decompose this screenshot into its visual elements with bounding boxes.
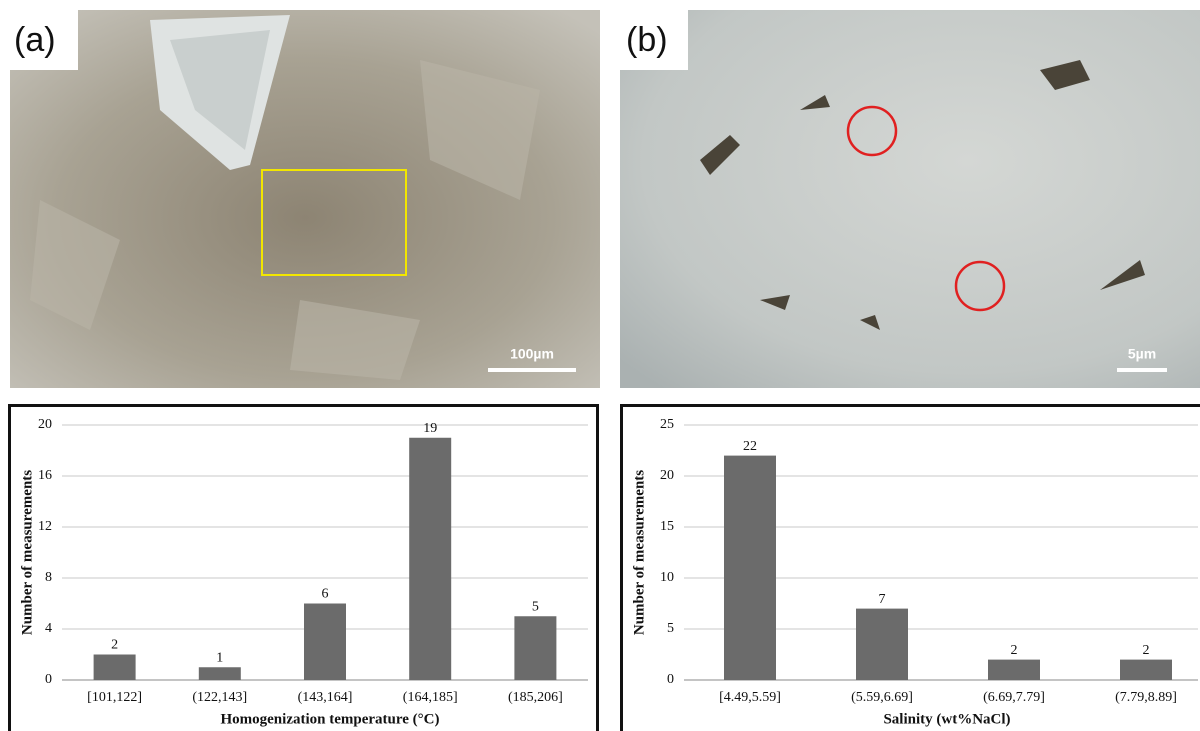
y-tick-label: 0 xyxy=(45,672,52,687)
micrograph-a: (a) 100µm xyxy=(10,10,600,388)
y-tick-label: 20 xyxy=(660,468,674,483)
x-tick-label: (164,185] xyxy=(403,690,458,705)
bar xyxy=(724,456,776,680)
y-tick-label: 0 xyxy=(667,672,674,687)
bar xyxy=(856,609,908,680)
panel-label: (a) xyxy=(14,21,56,59)
bar xyxy=(94,655,136,681)
data-label: 2 xyxy=(111,638,118,653)
bar xyxy=(304,604,346,681)
chart-frame xyxy=(10,406,598,731)
data-label: 22 xyxy=(743,439,757,454)
y-tick-label: 16 xyxy=(38,468,52,483)
bar xyxy=(199,667,241,680)
y-tick-label: 15 xyxy=(660,519,674,534)
y-tick-label: 8 xyxy=(45,570,52,585)
bar xyxy=(1120,660,1172,680)
data-label: 2 xyxy=(1011,643,1018,658)
scale-bar-label: 100µm xyxy=(510,346,554,362)
x-tick-label: (5.59,6.69] xyxy=(851,690,913,705)
panel-label: (b) xyxy=(626,21,668,59)
y-tick-label: 20 xyxy=(38,417,52,432)
data-label: 7 xyxy=(879,592,886,607)
bar xyxy=(409,438,451,680)
x-axis-label: Salinity (wt%NaCl) xyxy=(883,711,1010,727)
scale-bar-label: 5µm xyxy=(1128,346,1156,362)
y-axis-label: Number of measurements xyxy=(19,470,35,635)
x-tick-label: [101,122] xyxy=(87,690,142,705)
y-tick-label: 4 xyxy=(45,621,52,636)
data-label: 5 xyxy=(532,599,539,614)
x-tick-label: (122,143] xyxy=(192,690,247,705)
figure: (a) 100µm (b) 5µm 048121620[101,122]2(12… xyxy=(0,0,1200,731)
x-tick-label: (7.79,8.89] xyxy=(1115,690,1177,705)
micrograph-b: (b) 5µm xyxy=(620,10,1200,388)
data-label: 6 xyxy=(322,587,329,602)
data-label: 19 xyxy=(423,421,437,436)
x-tick-label: (6.69,7.79] xyxy=(983,690,1045,705)
x-axis-label: Homogenization temperature (°C) xyxy=(220,711,439,727)
data-label: 1 xyxy=(216,650,223,665)
data-label: 2 xyxy=(1143,643,1150,658)
x-tick-label: (185,206] xyxy=(508,690,563,705)
y-tick-label: 12 xyxy=(38,519,52,534)
bar xyxy=(514,616,556,680)
x-tick-label: (143,164] xyxy=(298,690,353,705)
y-axis-label: Number of measurements xyxy=(631,470,647,635)
chart-frame xyxy=(622,406,1200,731)
bar xyxy=(988,660,1040,680)
y-tick-label: 10 xyxy=(660,570,674,585)
x-tick-label: [4.49,5.59] xyxy=(719,690,781,705)
y-tick-label: 5 xyxy=(667,621,674,636)
y-tick-label: 25 xyxy=(660,417,674,432)
